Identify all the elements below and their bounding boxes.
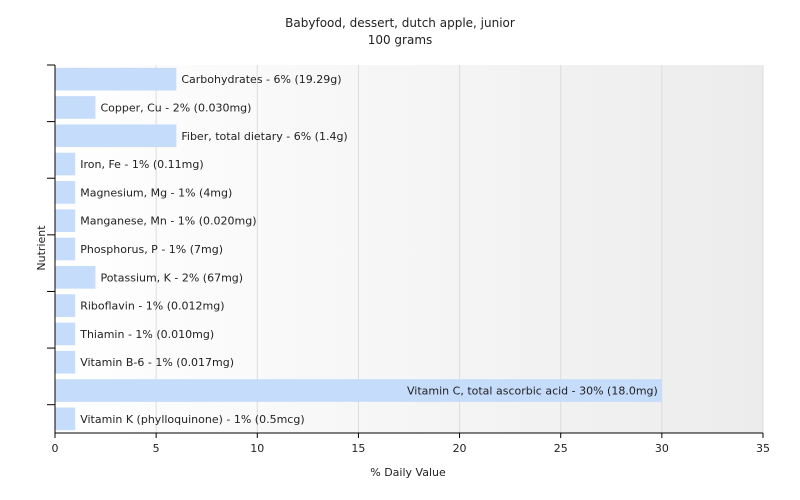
bar bbox=[55, 209, 76, 233]
bar-label: Riboflavin - 1% (0.012mg) bbox=[80, 300, 224, 313]
x-tick-label: 5 bbox=[153, 442, 160, 455]
bar-label: Thiamin - 1% (0.010mg) bbox=[79, 328, 214, 341]
bar-label: Potassium, K - 2% (67mg) bbox=[100, 271, 243, 284]
bar bbox=[55, 181, 76, 204]
x-tick-label: 0 bbox=[52, 442, 59, 455]
bar-label: Fiber, total dietary - 6% (1.4g) bbox=[181, 130, 347, 143]
bar bbox=[55, 294, 76, 317]
x-tick-label: 25 bbox=[554, 442, 568, 455]
x-tick-label: 20 bbox=[453, 442, 467, 455]
bar bbox=[55, 322, 76, 346]
x-tick-label: 15 bbox=[351, 442, 365, 455]
x-axis-label: % Daily Value bbox=[370, 466, 446, 479]
bar bbox=[55, 379, 662, 402]
bar bbox=[55, 124, 177, 148]
bar-label: Manganese, Mn - 1% (0.020mg) bbox=[80, 215, 256, 228]
bar-label: Copper, Cu - 2% (0.030mg) bbox=[100, 101, 251, 114]
chart-subtitle: 100 grams bbox=[368, 33, 433, 47]
bar bbox=[55, 237, 76, 261]
bar-label: Phosphorus, P - 1% (7mg) bbox=[80, 243, 223, 256]
bar bbox=[55, 407, 76, 431]
bar-label: Vitamin B-6 - 1% (0.017mg) bbox=[80, 356, 234, 369]
bar-label: Vitamin K (phylloquinone) - 1% (0.5mcg) bbox=[80, 413, 304, 426]
bar bbox=[55, 265, 96, 289]
bar bbox=[55, 152, 76, 176]
bar bbox=[55, 96, 96, 119]
x-tick-label: 10 bbox=[250, 442, 264, 455]
bar-label: Carbohydrates - 6% (19.29g) bbox=[181, 73, 341, 86]
bar-label: Vitamin C, total ascorbic acid - 30% (18… bbox=[407, 385, 658, 398]
y-axis-label: Nutrient bbox=[35, 225, 48, 271]
x-tick-label: 35 bbox=[756, 442, 770, 455]
chart-title: Babyfood, dessert, dutch apple, junior bbox=[285, 16, 515, 30]
bar-label: Iron, Fe - 1% (0.11mg) bbox=[80, 158, 203, 171]
bar bbox=[55, 350, 76, 374]
plot-area: Carbohydrates - 6% (19.29g) Copper, Cu - … bbox=[47, 64, 770, 455]
bar-label: Magnesium, Mg - 1% (4mg) bbox=[80, 186, 232, 199]
x-tick-label: 30 bbox=[655, 442, 669, 455]
bar bbox=[55, 67, 177, 91]
